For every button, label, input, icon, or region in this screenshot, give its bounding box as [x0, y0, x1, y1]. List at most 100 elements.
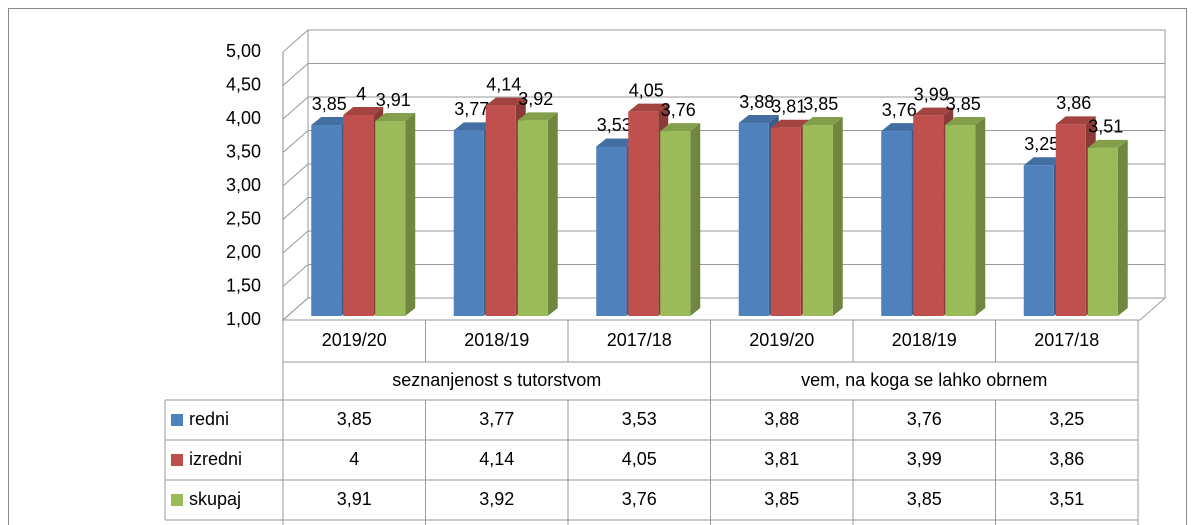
- table-cell: 3,85: [764, 489, 799, 509]
- data-label: 3,81: [771, 96, 806, 116]
- bar-top: [453, 122, 494, 131]
- bar-top: [881, 123, 922, 132]
- bar: [343, 115, 374, 316]
- bar-top: [485, 97, 526, 106]
- bar: [913, 115, 944, 316]
- table-cell: 3,86: [1049, 449, 1084, 469]
- bar-top: [628, 103, 669, 112]
- bar-side: [405, 113, 416, 316]
- table-cell: 3,85: [907, 489, 942, 509]
- bar-top: [945, 117, 986, 126]
- bar-top: [517, 112, 558, 121]
- data-label: 3,91: [376, 90, 411, 110]
- data-label: 4,14: [486, 74, 521, 94]
- data-label: 4: [356, 84, 366, 104]
- bar: [628, 111, 659, 317]
- y-tick-label: 1,50: [226, 275, 261, 295]
- bar-top: [802, 117, 843, 126]
- y-tick-label: 1,00: [226, 309, 261, 329]
- bar-top: [1055, 116, 1096, 125]
- y-tick-label: 2,50: [226, 208, 261, 228]
- group-label: vem, na koga se lahko obrnem: [801, 370, 1047, 390]
- table-cell: 3,51: [1049, 489, 1084, 509]
- bar-top: [1087, 139, 1128, 148]
- table-cell: 3,76: [907, 409, 942, 429]
- y-tick-label: 5,00: [226, 41, 261, 61]
- table-cell: 3,91: [337, 489, 372, 509]
- table-cell: 3,77: [479, 409, 514, 429]
- bar: [1087, 147, 1118, 316]
- grid-line: [282, 130, 309, 153]
- x-tick-label: 2018/19: [892, 330, 957, 350]
- table-cell: 4: [349, 449, 359, 469]
- table-cell: 4,05: [622, 449, 657, 469]
- bar-top: [738, 115, 779, 124]
- bar-side: [975, 117, 986, 316]
- x-tick-label: 2017/18: [607, 330, 672, 350]
- bar: [311, 125, 342, 316]
- grid-line: [282, 297, 309, 321]
- bar: [596, 146, 627, 316]
- bar: [770, 127, 801, 316]
- data-label: 3,88: [739, 92, 774, 112]
- bar-top: [660, 123, 701, 132]
- data-label: 3,77: [454, 99, 489, 119]
- data-label: 4,05: [629, 80, 664, 100]
- legend-swatch: [171, 414, 183, 426]
- bar-top: [375, 113, 416, 122]
- data-label: 3,51: [1088, 117, 1123, 137]
- bar-side: [690, 123, 701, 316]
- table-cell: 3,53: [622, 409, 657, 429]
- bar: [375, 121, 406, 316]
- grid-line: [282, 230, 309, 254]
- y-tick-label: 4,50: [226, 74, 261, 94]
- bar: [453, 130, 484, 316]
- bar: [1023, 165, 1054, 316]
- y-tick-label: 4,00: [226, 108, 261, 128]
- grid-line: [282, 29, 309, 53]
- table-cell: 3,85: [337, 409, 372, 429]
- bar-side: [832, 117, 843, 316]
- bar-top: [596, 138, 637, 147]
- table-cell: 3,25: [1049, 409, 1084, 429]
- x-tick-label: 2017/18: [1034, 330, 1099, 350]
- data-label: 3,53: [597, 115, 632, 135]
- bar-top: [1023, 157, 1064, 166]
- data-label: 3,92: [518, 89, 553, 109]
- table-cell: 4,14: [479, 449, 514, 469]
- grid-line: [282, 96, 309, 120]
- group-label: seznanjenost s tutorstvom: [392, 370, 601, 390]
- data-label: 3,85: [803, 94, 838, 114]
- grid-line: [282, 197, 309, 220]
- bar: [485, 105, 516, 317]
- grid-line: [282, 163, 309, 187]
- data-label: 3,76: [661, 100, 696, 120]
- bar: [517, 120, 548, 316]
- table-cell: 3,88: [764, 409, 799, 429]
- legend-swatch: [171, 494, 183, 506]
- y-tick-label: 3,50: [226, 141, 261, 161]
- legend-label: izredni: [189, 449, 242, 469]
- bar-top: [343, 107, 384, 115]
- grid-line: [282, 63, 309, 86]
- bar-top: [770, 119, 811, 128]
- data-label: 3,25: [1024, 134, 1059, 154]
- bar: [881, 131, 912, 316]
- data-label: 3,85: [312, 94, 347, 114]
- x-tick-label: 2019/20: [322, 330, 387, 350]
- data-label: 3,76: [882, 100, 917, 120]
- data-label: 3,85: [946, 94, 981, 114]
- data-label: 3,99: [914, 84, 949, 104]
- bar: [1055, 124, 1086, 316]
- bar: [660, 131, 691, 316]
- bar-top: [311, 117, 352, 126]
- bar: [738, 123, 769, 316]
- legend-label: skupaj: [189, 489, 241, 509]
- table-cell: 3,99: [907, 449, 942, 469]
- bar-side: [1117, 139, 1128, 316]
- bar-top: [913, 107, 954, 116]
- data-label: 3,86: [1056, 93, 1091, 113]
- bar: [802, 125, 833, 316]
- legend-label: redni: [189, 409, 229, 429]
